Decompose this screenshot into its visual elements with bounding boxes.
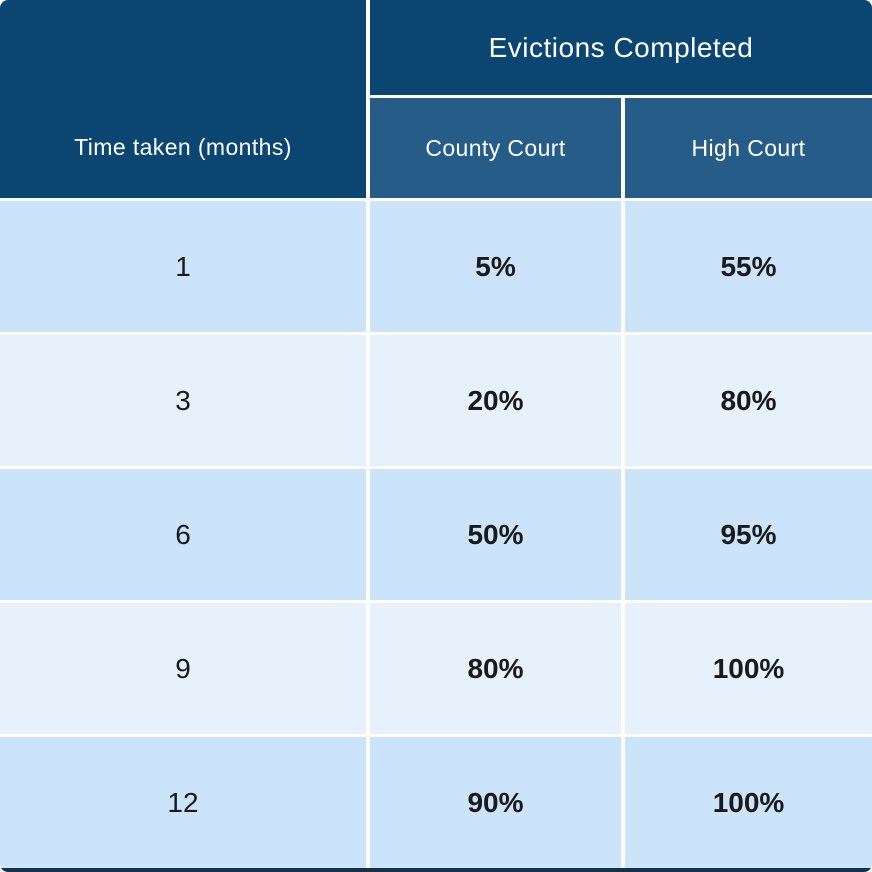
- high-court-cell: 80%: [625, 335, 872, 466]
- months-cell: 12: [0, 737, 366, 868]
- months-cell: 6: [0, 469, 366, 600]
- county-court-cell: 5%: [370, 201, 621, 332]
- county-court-cell: 90%: [370, 737, 621, 868]
- high-court-cell: 55%: [625, 201, 872, 332]
- high-court-cell: 100%: [625, 603, 872, 734]
- high-court-cell: 95%: [625, 469, 872, 600]
- county-court-cell: 50%: [370, 469, 621, 600]
- corner-header-time-taken: Time taken (months): [0, 0, 366, 198]
- county-court-cell: 20%: [370, 335, 621, 466]
- high-court-cell: 100%: [625, 737, 872, 868]
- column-header-high-court: High Court: [625, 98, 872, 198]
- group-header-evictions-completed: Evictions Completed: [370, 0, 872, 95]
- table-bottom-edge: [0, 868, 872, 872]
- county-court-cell: 80%: [370, 603, 621, 734]
- months-cell: 1: [0, 201, 366, 332]
- months-cell: 3: [0, 335, 366, 466]
- months-cell: 9: [0, 603, 366, 734]
- column-header-county-court: County Court: [370, 98, 621, 198]
